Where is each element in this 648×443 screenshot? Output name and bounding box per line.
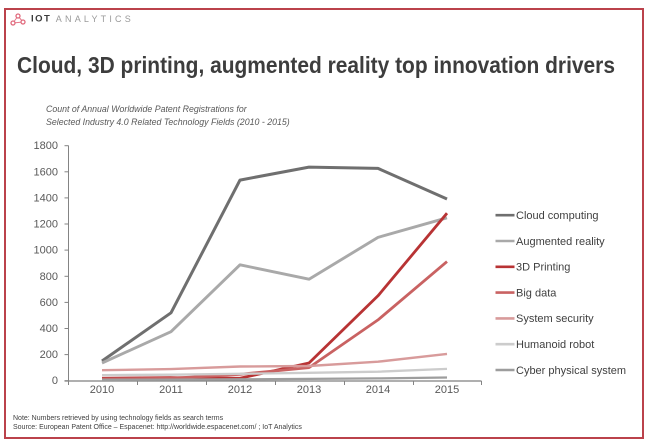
svg-text:2012: 2012 (228, 384, 252, 396)
svg-text:1800: 1800 (34, 140, 58, 152)
svg-text:Big data: Big data (516, 287, 557, 299)
svg-text:2013: 2013 (297, 384, 321, 396)
svg-text:2011: 2011 (159, 384, 183, 396)
svg-text:2015: 2015 (435, 384, 459, 396)
svg-text:2014: 2014 (366, 384, 390, 396)
svg-text:400: 400 (40, 323, 58, 335)
svg-text:0: 0 (52, 375, 58, 387)
svg-text:3D Printing: 3D Printing (516, 262, 570, 274)
svg-text:1200: 1200 (34, 219, 58, 231)
svg-text:600: 600 (40, 297, 58, 309)
svg-text:Augmented reality: Augmented reality (516, 236, 605, 248)
svg-text:800: 800 (40, 271, 58, 283)
svg-text:200: 200 (40, 349, 58, 361)
svg-text:Humanoid robot: Humanoid robot (516, 339, 594, 351)
svg-text:System security: System security (516, 313, 594, 325)
svg-text:1600: 1600 (34, 166, 58, 178)
svg-text:Cloud computing: Cloud computing (516, 210, 599, 222)
svg-text:Cyber physical system: Cyber physical system (516, 365, 626, 377)
svg-text:1000: 1000 (34, 245, 58, 257)
svg-text:2010: 2010 (90, 384, 114, 396)
svg-text:1400: 1400 (34, 192, 58, 204)
